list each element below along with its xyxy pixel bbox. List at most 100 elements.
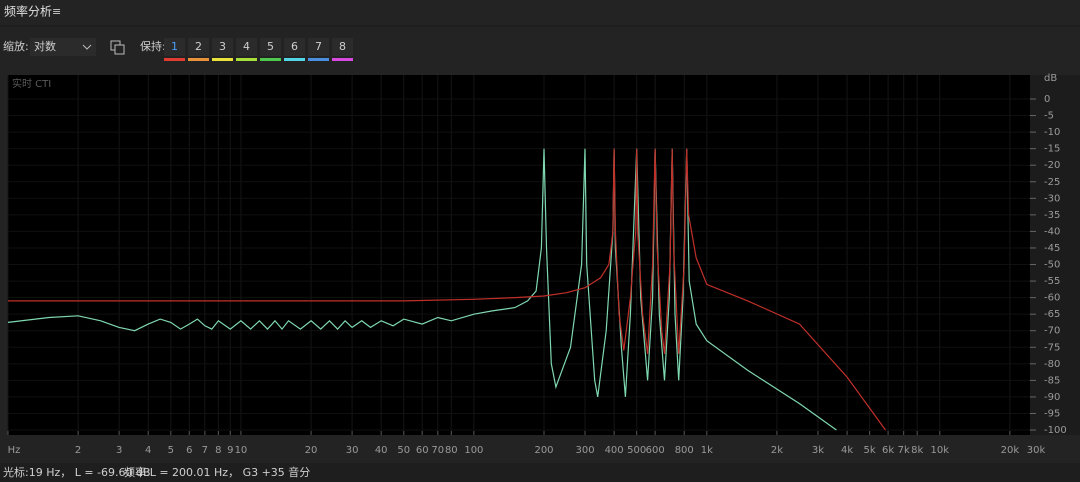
y-tick-label: -30	[1044, 193, 1060, 204]
x-tick-label: 5	[168, 445, 174, 456]
x-tick-label: 100	[464, 445, 483, 456]
y-tick-label: -35	[1044, 210, 1060, 221]
plot-label: 实时 CTI	[12, 77, 51, 90]
x-tick-label: 1k	[701, 445, 713, 456]
hold-button-label: 7	[315, 40, 322, 53]
x-tick-label: 8	[215, 445, 221, 456]
hold-button-label: 8	[339, 40, 346, 53]
spectrum-line	[8, 148, 886, 431]
x-tick-label: 800	[675, 445, 694, 456]
x-tick-label: 7k	[898, 445, 910, 456]
hold-button[interactable]: 3	[212, 38, 233, 61]
x-tick-label: 600	[646, 445, 665, 456]
x-tick-label: 4	[145, 445, 151, 456]
hold-button[interactable]: 7	[308, 38, 329, 61]
x-tick-label: 4k	[841, 445, 853, 456]
x-tick-label: 5k	[864, 445, 876, 456]
y-tick-label: -5	[1044, 111, 1054, 122]
x-tick-label: 20k	[1001, 445, 1020, 456]
hold-color	[236, 58, 257, 61]
hold-button-label: 4	[243, 40, 250, 53]
panel-title: 频率分析	[4, 4, 52, 19]
x-tick-label: 30	[346, 445, 359, 456]
status-bar	[0, 463, 1080, 482]
y-tick-label: -90	[1044, 392, 1060, 403]
hold-button[interactable]: 5	[260, 38, 281, 61]
x-tick-label: 50	[397, 445, 410, 456]
x-tick-label: 30k	[1027, 445, 1046, 456]
x-tick-label: 400	[605, 445, 624, 456]
hold-color	[188, 58, 209, 61]
y-tick-label: -15	[1044, 144, 1060, 155]
dropdown-arrow	[82, 44, 92, 50]
hold-button[interactable]: 8	[332, 38, 353, 61]
hold-button-box	[332, 38, 353, 56]
plot-area	[8, 75, 1030, 435]
x-tick-label: 3	[116, 445, 122, 456]
hold-button[interactable]: 4	[236, 38, 257, 61]
y-tick-label: -55	[1044, 276, 1060, 287]
spectrum-line	[7, 148, 837, 431]
x-tick-label: 300	[575, 445, 594, 456]
hold-color	[164, 58, 185, 61]
x-tick-label: 2	[75, 445, 81, 456]
x-tick-label: 2k	[771, 445, 783, 456]
y-tick-label: -100	[1044, 425, 1067, 436]
x-tick-label: 8k	[911, 445, 923, 456]
x-tick-label: 10	[235, 445, 248, 456]
hold-button-label: 1	[171, 40, 178, 53]
hold-button-label: 2	[195, 40, 202, 53]
hold-button-box	[212, 38, 233, 56]
x-tick-label: 6	[186, 445, 192, 456]
hold-buttons: 1 2 3 4 5 6 7 8	[164, 38, 353, 61]
zoom-value: 对数	[34, 39, 56, 53]
x-tick-label: Hz	[8, 445, 21, 456]
hold-button-label: 6	[291, 40, 298, 53]
y-tick-label: -80	[1044, 359, 1060, 370]
overlay-icon[interactable]	[110, 40, 125, 55]
icon-part	[114, 44, 125, 55]
x-tick-label: 9	[227, 445, 233, 456]
hold-button-label: 5	[267, 40, 274, 53]
plot: Hz 2 3 4 5 6 7 8 9 10 20 30 40 50 60 70 80 100 200 300 400 50…	[7, 75, 1067, 456]
dropdown-box	[30, 38, 96, 56]
hold-color	[260, 58, 281, 61]
y-tick-label: -85	[1044, 375, 1060, 386]
y-tick-label: 0	[1044, 94, 1050, 105]
x-tick-label: 500	[627, 445, 646, 456]
hold-button[interactable]: 6	[284, 38, 305, 61]
panel-menu[interactable]: ≡	[52, 5, 61, 18]
y-tick-label: -70	[1044, 326, 1060, 337]
hold-button[interactable]: 1	[164, 38, 185, 61]
x-tick-label: 3k	[812, 445, 824, 456]
x-tick-label: 20	[305, 445, 318, 456]
hold-color	[284, 58, 305, 61]
x-tick-label: 10k	[931, 445, 950, 456]
y-tick-label: -45	[1044, 243, 1060, 254]
hold-button-label: 3	[219, 40, 226, 53]
hold-button-box	[164, 38, 185, 56]
y-axis-label: dB	[1044, 73, 1057, 84]
hold-label: 保持:	[140, 39, 166, 53]
y-tick-label: -60	[1044, 293, 1060, 304]
y-tick-label: -25	[1044, 177, 1060, 188]
status-frequency: 频率:L = 200.01 Hz， G3 +35 音分	[124, 465, 310, 479]
y-tick-label: -95	[1044, 408, 1060, 419]
zoom-label: 缩放:	[3, 39, 29, 53]
hold-button-box	[308, 38, 329, 56]
x-tick-label: 40	[375, 445, 388, 456]
x-tick-label: 70	[431, 445, 444, 456]
y-axis-area	[1030, 75, 1080, 435]
hold-color	[212, 58, 233, 61]
hold-button-box	[236, 38, 257, 56]
hold-button[interactable]: 2	[188, 38, 209, 61]
hold-button-box	[260, 38, 281, 56]
hold-color	[332, 58, 353, 61]
y-tick-label: -40	[1044, 226, 1060, 237]
status-cursor: 光标:19 Hz， L = -69.60 dB	[3, 465, 151, 479]
hold-button-box	[284, 38, 305, 56]
y-tick-label: -50	[1044, 260, 1060, 271]
y-tick-label: -75	[1044, 342, 1060, 353]
zoom-dropdown[interactable]: 对数	[30, 38, 96, 56]
